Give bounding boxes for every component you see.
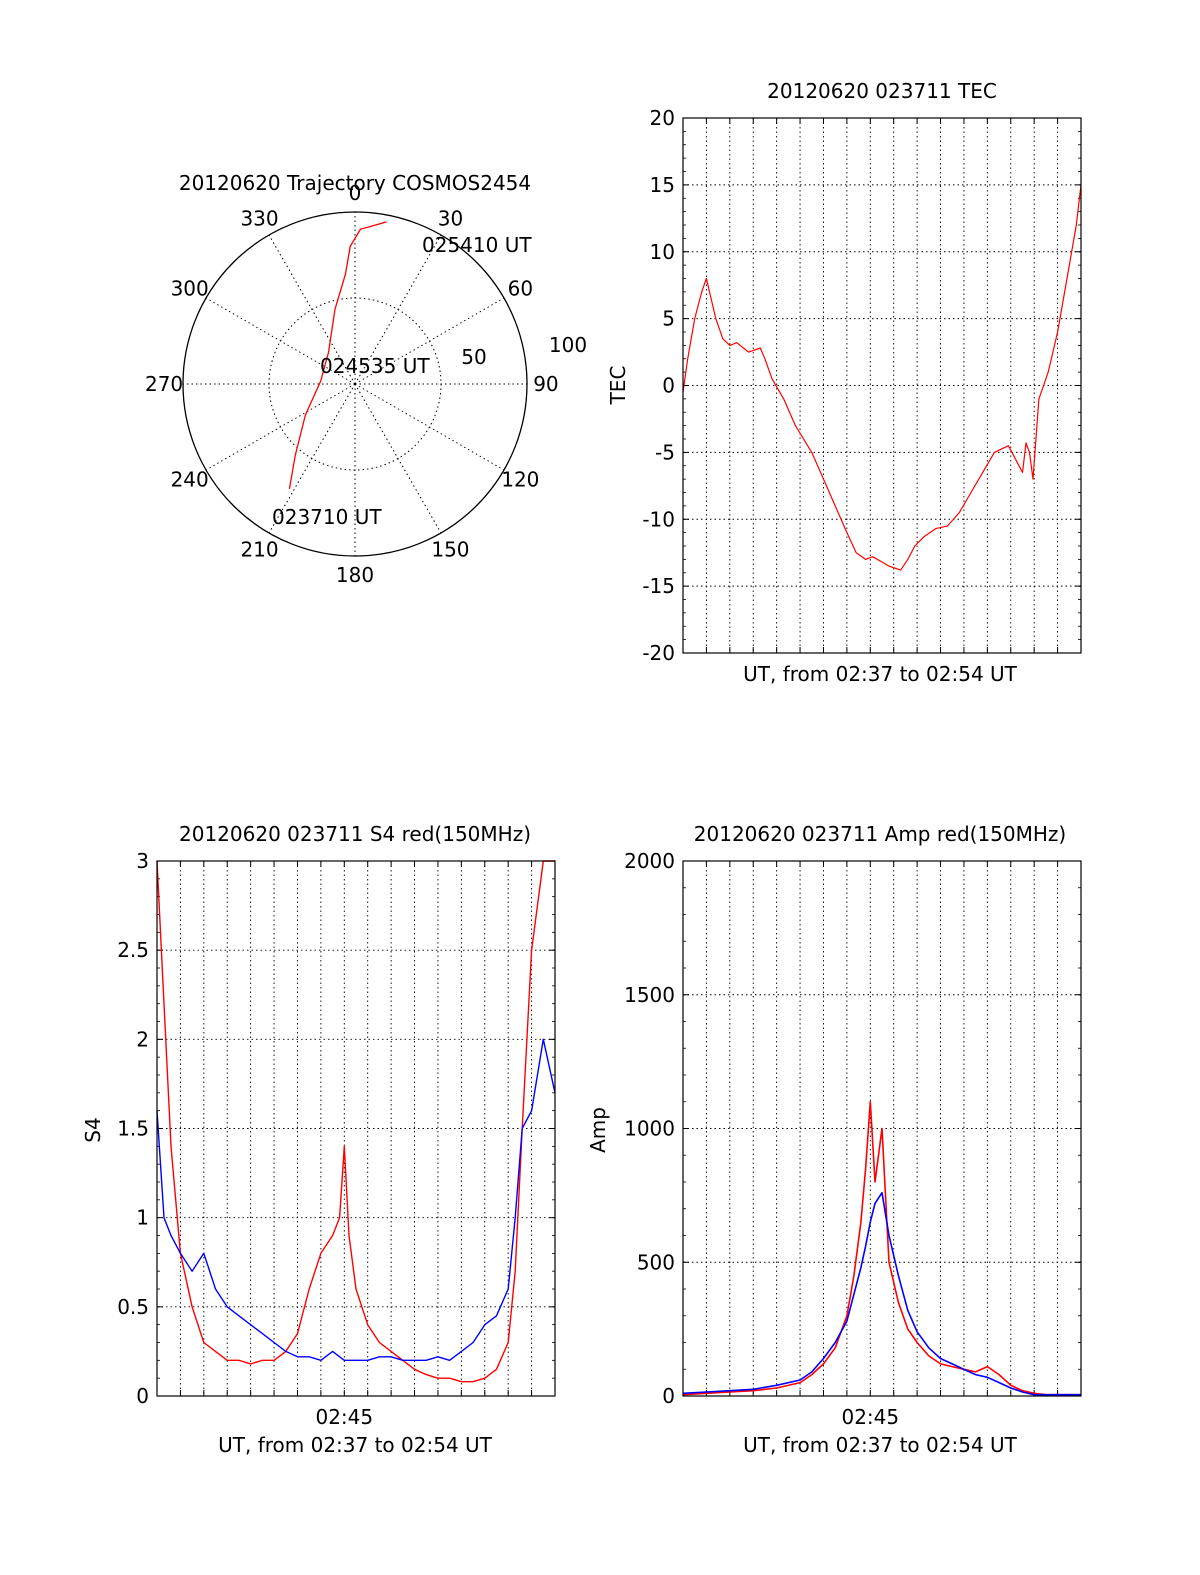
polar-spoke [354, 234, 442, 385]
polar-angle-label: 180 [336, 563, 374, 587]
tec-chart-title: 20120620 023711 TEC [767, 79, 997, 103]
y-tick-label: 2.5 [117, 938, 149, 962]
amp-x-axis-label: UT, from 02:37 to 02:54 UT [743, 1433, 1018, 1457]
amp-y-tick-labels: 0 500 1000 1500 2000 [624, 849, 675, 1408]
series-line [682, 184, 1082, 571]
polar-spoke [268, 234, 356, 385]
tec-plot-frame [682, 117, 1082, 654]
tec-x-axis-label: UT, from 02:37 to 02:54 UT [743, 662, 1018, 686]
y-tick-label: 0 [136, 1384, 149, 1408]
polar-angle-label: 30 [438, 207, 463, 231]
y-tick-label: 3 [136, 849, 149, 873]
amp-chart-title: 20120620 023711 Amp red(150MHz) [694, 822, 1066, 846]
y-tick-label: 1000 [624, 1117, 675, 1141]
polar-spoke [268, 383, 356, 534]
polar-angle-label: 270 [145, 372, 183, 396]
polar-series [288, 221, 387, 490]
s4-chart-title: 20120620 023711 S4 red(150MHz) [179, 822, 531, 846]
polar-chart: 20120620 Trajectory COSMOS2454 0 30 60 90 12… [145, 171, 587, 587]
tec-y-axis-label: TEC [606, 366, 630, 406]
series-line [156, 860, 555, 1383]
amp-x-tick-labels: 02:45 [841, 1405, 899, 1429]
polar-spoke [205, 383, 356, 471]
polar-spoke [354, 297, 505, 385]
polar-angle-label: 120 [501, 467, 539, 491]
series-line [156, 1038, 556, 1361]
y-tick-label: 1.5 [117, 1117, 149, 1141]
polar-chart-title: 20120620 Trajectory COSMOS2454 [179, 171, 531, 195]
tec-chart: 20120620 023711 TEC -20-15-10-505101520 … [606, 79, 1082, 686]
y-tick-label: 500 [637, 1250, 675, 1274]
y-tick-label: 2000 [624, 849, 675, 873]
amp-grid [683, 860, 1081, 1397]
polar-annotation-center: 024535 UT [320, 354, 430, 378]
amp-plot-frame [682, 860, 1082, 1397]
y-tick-label: 0 [662, 374, 675, 398]
y-tick-label: -10 [642, 507, 675, 531]
polar-angle-label: 240 [171, 467, 209, 491]
polar-annotation-start: 023710 UT [272, 505, 382, 529]
polar-angle-label: 150 [431, 537, 469, 561]
s4-x-axis-label: UT, from 02:37 to 02:54 UT [218, 1433, 493, 1457]
polar-spoke [205, 297, 356, 385]
polar-angle-label: 330 [240, 207, 278, 231]
polar-angle-labels: 0 30 60 90 120 150 180 210 240 270 300 330 [145, 181, 559, 587]
y-tick-label: 0 [662, 1384, 675, 1408]
polar-trajectory-line [288, 221, 387, 490]
s4-x-tick-labels: 02:45 [315, 1405, 373, 1429]
y-tick-label: -15 [642, 574, 675, 598]
polar-angle-label: 300 [171, 277, 209, 301]
y-tick-label: 1 [136, 1206, 149, 1230]
y-tick-label: 1500 [624, 983, 675, 1007]
y-tick-label: 5 [662, 307, 675, 331]
s4-grid [157, 860, 555, 1397]
y-tick-label: 15 [650, 173, 675, 197]
amp-chart: 20120620 023711 Amp red(150MHz) 0 500 1000… [586, 822, 1082, 1457]
y-tick-label: 20 [650, 106, 675, 130]
polar-annotation-end: 025410 UT [422, 233, 532, 257]
polar-spoke [354, 383, 442, 534]
polar-angle-label: 210 [240, 537, 278, 561]
y-tick-label: 10 [650, 240, 675, 264]
tec-series [682, 184, 1082, 571]
amp-series [682, 1101, 1081, 1396]
polar-angle-label: 60 [508, 277, 533, 301]
y-tick-label: 2 [136, 1027, 149, 1051]
polar-radius-label: 100 [549, 333, 587, 357]
s4-plot-frame [156, 860, 556, 1397]
x-tick-label: 02:45 [315, 1405, 373, 1429]
x-tick-label: 02:45 [841, 1405, 899, 1429]
y-tick-label: -5 [655, 440, 675, 464]
tec-y-tick-labels: -20 -15 -10 -5 0 5 10 15 20 [642, 106, 675, 665]
polar-angle-label: 90 [533, 372, 558, 396]
amp-y-axis-label: Amp [586, 1107, 610, 1153]
series-line [682, 1101, 1081, 1396]
polar-radius-label: 50 [461, 345, 486, 369]
series-line [682, 1191, 1081, 1396]
s4-chart: 20120620 023711 S4 red(150MHz) 0 0.5 1 1.5 2… [81, 822, 556, 1457]
tec-grid [683, 117, 1081, 654]
s4-y-tick-labels: 0 0.5 1 1.5 2 2.5 3 [117, 849, 149, 1408]
polar-radius-labels: 50 100 [461, 333, 587, 369]
s4-y-axis-label: S4 [81, 1117, 105, 1142]
s4-series [156, 860, 556, 1383]
y-tick-label: 0.5 [117, 1295, 149, 1319]
polar-spoke [354, 383, 505, 471]
polar-grid [182, 211, 528, 557]
polar-angle-label: 0 [349, 181, 362, 205]
y-tick-label: -20 [642, 641, 675, 665]
